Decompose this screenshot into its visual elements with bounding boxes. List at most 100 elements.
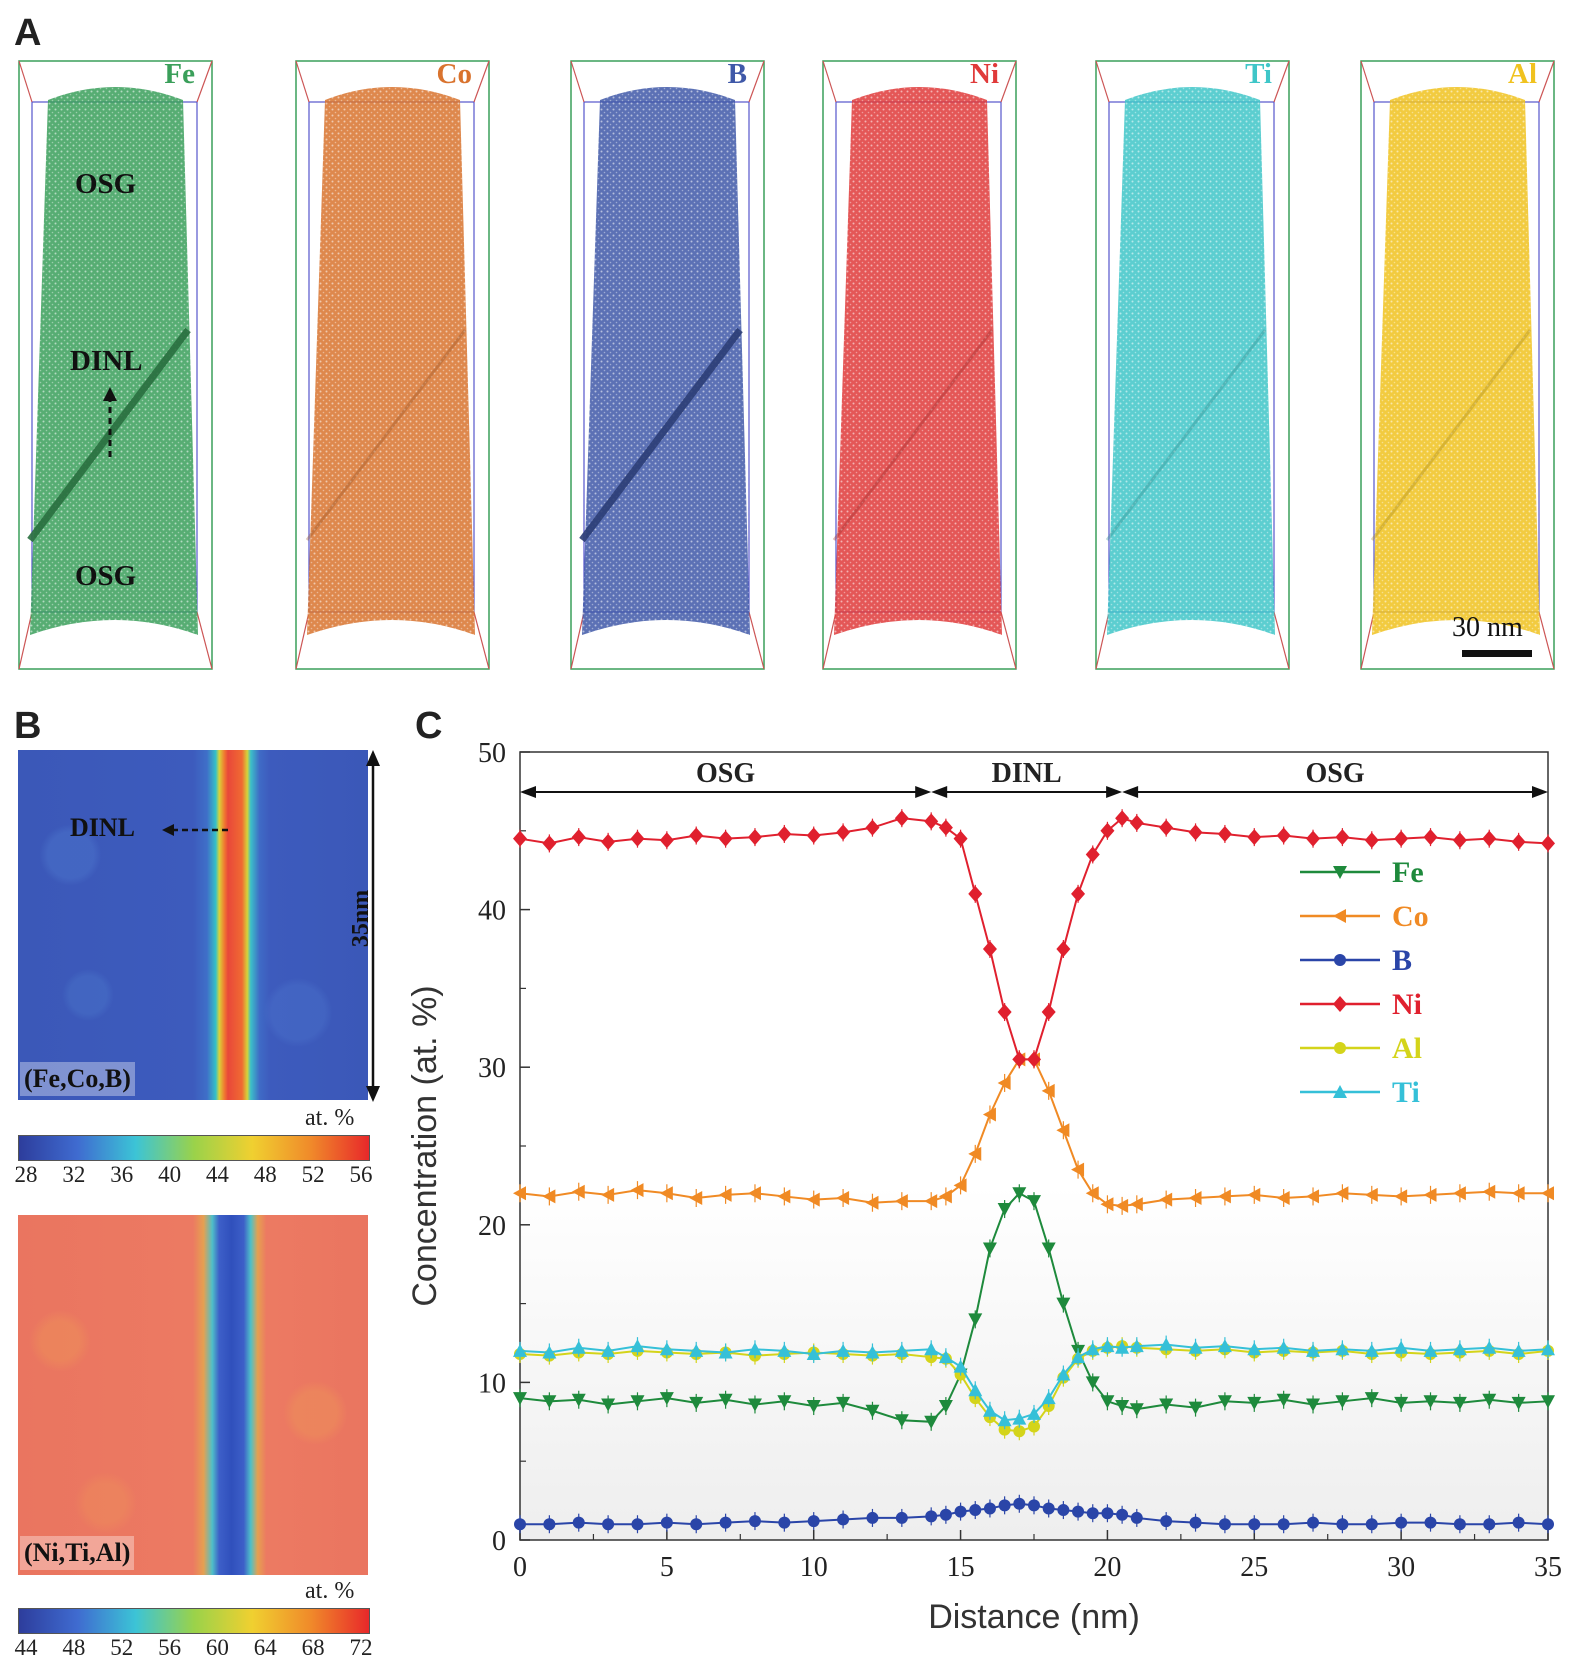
data-point-co: [1071, 1162, 1085, 1177]
data-point-fe: [997, 1203, 1012, 1217]
data-point-co: [1217, 1189, 1231, 1204]
y-tick-label: 20: [478, 1211, 506, 1242]
data-point-ti: [1541, 1342, 1555, 1356]
data-point-fe: [1217, 1395, 1232, 1409]
data-point-b: [1277, 1518, 1290, 1531]
data-point-fe: [1541, 1395, 1555, 1409]
y-tick-label: 40: [478, 896, 506, 927]
data-point-fe: [1511, 1396, 1526, 1410]
length-label: 35nm: [348, 889, 375, 948]
legend-marker-b: [1334, 954, 1346, 966]
data-point-ni: [571, 829, 586, 846]
data-point-ti: [1452, 1342, 1467, 1356]
data-point-b: [954, 1505, 967, 1518]
map-dinl-label: DINL: [70, 813, 136, 842]
data-point-ni: [659, 832, 674, 849]
data-point-ni: [1115, 810, 1130, 827]
panel-c-letter: C: [415, 705, 443, 747]
data-point-ni: [718, 830, 733, 847]
data-point-fe: [1100, 1395, 1115, 1409]
data-point-co: [1452, 1186, 1466, 1201]
data-point-ti: [982, 1403, 997, 1417]
data-point-co: [1335, 1186, 1349, 1201]
data-point-fe: [1482, 1393, 1497, 1407]
colorbar-tick: 56: [349, 1162, 373, 1187]
dinl-label: DINL: [70, 345, 143, 377]
data-point-ni: [1159, 819, 1174, 836]
legend-marker-co: [1333, 909, 1346, 923]
colorbar-tick: 48: [62, 1635, 86, 1660]
data-point-fe: [836, 1396, 851, 1410]
data-point-ti: [777, 1343, 792, 1357]
data-point-ni: [1056, 941, 1071, 957]
colorbar-tick: 52: [110, 1635, 134, 1660]
data-point-ti: [1041, 1391, 1056, 1405]
region-arrowhead: [931, 786, 948, 798]
data-point-co: [997, 1075, 1011, 1090]
x-tick-label: 30: [1387, 1552, 1415, 1583]
dinl-arrow: [103, 387, 117, 457]
data-point-ni: [1452, 832, 1467, 849]
data-point-co: [865, 1195, 879, 1210]
data-point-co: [1541, 1186, 1554, 1201]
data-point-fe: [924, 1415, 939, 1429]
data-point-ni: [689, 827, 704, 844]
data-point-ti: [1100, 1339, 1115, 1353]
data-point-ni: [1129, 814, 1144, 831]
data-point-fe: [513, 1392, 527, 1406]
data-point-co: [924, 1194, 938, 1209]
data-point-ni: [1276, 827, 1291, 844]
region-arrowhead: [1532, 786, 1548, 798]
apt-tip-ti: Ti: [1095, 58, 1290, 670]
data-point-co: [806, 1192, 820, 1207]
data-point-ni: [630, 830, 645, 847]
data-point-ti: [865, 1345, 880, 1359]
data-point-ti: [1394, 1340, 1409, 1354]
legend-label-fe: Fe: [1392, 856, 1424, 889]
data-point-b: [1101, 1507, 1114, 1520]
data-point-fe: [1085, 1376, 1100, 1390]
data-point-co: [1129, 1197, 1143, 1212]
x-tick-label: 20: [1093, 1552, 1121, 1583]
tip-element-label: Fe: [164, 58, 195, 90]
scale-bar-label: 30 nm: [1452, 612, 1523, 643]
data-point-ti: [1129, 1339, 1144, 1353]
data-point-co: [542, 1189, 556, 1204]
data-point-ni: [1027, 1051, 1041, 1068]
data-point-fe: [1335, 1395, 1350, 1409]
data-point-b: [1013, 1497, 1026, 1510]
panel-a-letter: A: [14, 12, 42, 54]
colorbar-tick: 52: [301, 1162, 325, 1187]
data-point-ni: [968, 885, 983, 902]
data-point-b: [895, 1511, 908, 1524]
colorbar-tick: 36: [110, 1162, 134, 1187]
data-point-fe: [865, 1404, 880, 1418]
x-tick-label: 25: [1240, 1552, 1268, 1583]
data-point-ti: [1482, 1340, 1497, 1354]
region-arrowhead: [1122, 786, 1139, 798]
data-point-ni: [1041, 1004, 1056, 1021]
data-point-fe: [968, 1313, 983, 1327]
fecob-map-label: (Fe,Co,B): [20, 1062, 135, 1096]
x-tick-label: 35: [1534, 1552, 1562, 1583]
panel-b-letter: B: [14, 705, 42, 747]
data-point-ti: [747, 1342, 762, 1356]
data-point-b: [1116, 1508, 1129, 1521]
data-point-fe: [982, 1242, 997, 1256]
nitial-map: [18, 1215, 368, 1575]
data-point-ti: [806, 1347, 821, 1361]
data-point-fe: [1247, 1396, 1262, 1410]
data-point-co: [1423, 1187, 1437, 1202]
data-point-fe: [777, 1395, 792, 1409]
colorbar-tick: 48: [253, 1162, 277, 1187]
colorbar-tick: 72: [349, 1635, 373, 1660]
data-point-fe: [1306, 1398, 1321, 1412]
data-point-b: [660, 1516, 673, 1529]
data-point-ti: [1027, 1406, 1041, 1420]
data-point-fe: [938, 1400, 953, 1414]
data-point-b: [778, 1516, 791, 1529]
data-point-al: [1013, 1425, 1026, 1438]
data-point-b: [1542, 1518, 1554, 1531]
x-tick-label: 15: [947, 1552, 975, 1583]
data-point-ti: [1056, 1367, 1071, 1381]
